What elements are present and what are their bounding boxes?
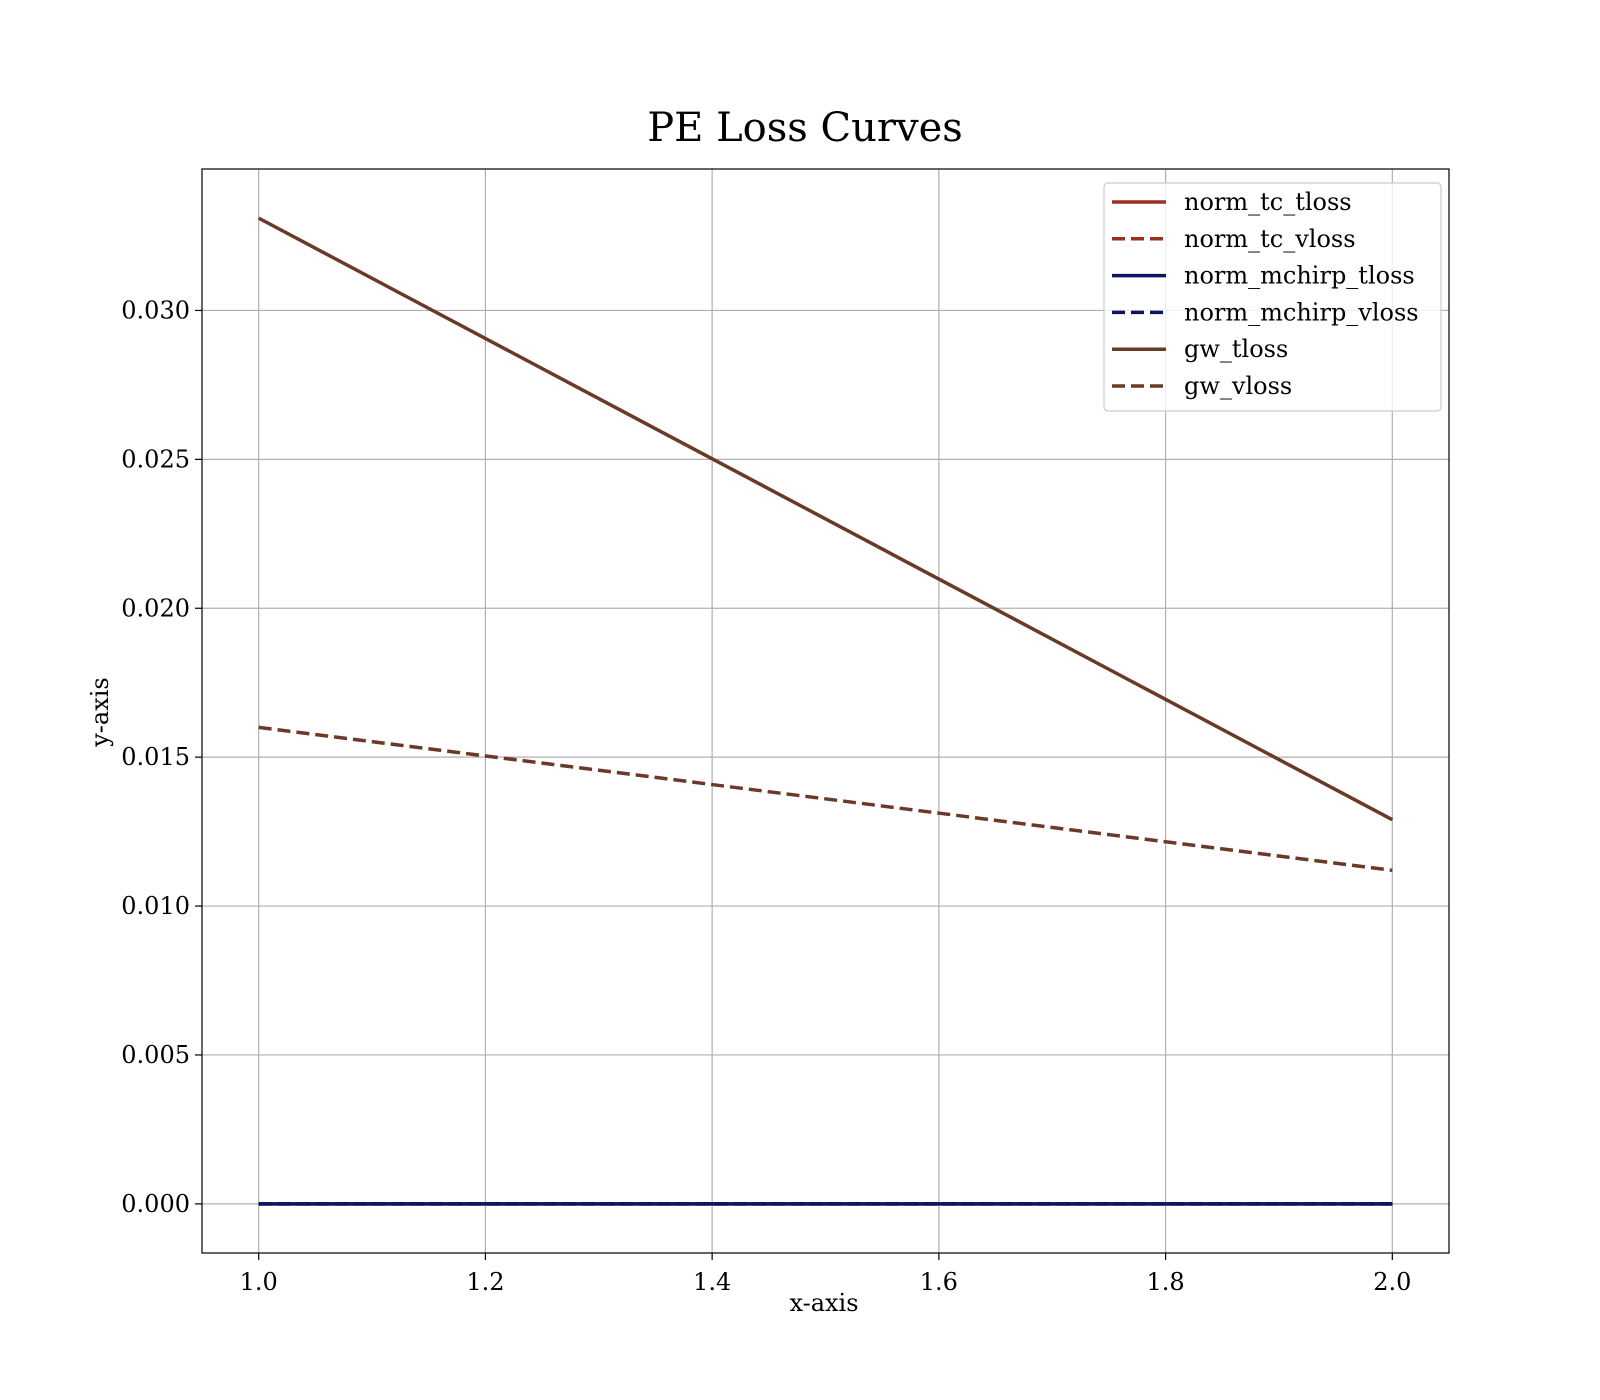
y-tick-label: 0.020 <box>121 594 190 622</box>
plot-frame <box>201 168 1450 1254</box>
y-axis-label: y-axis <box>86 677 114 748</box>
legend-box <box>1103 182 1442 412</box>
legend-label: norm_tc_vloss <box>1184 225 1356 253</box>
legend-label: norm_mchirp_tloss <box>1184 262 1415 290</box>
series-layer <box>257 216 1394 1206</box>
x-tick-label: 1.6 <box>920 1268 958 1296</box>
x-ticks: 1.0 1.2 1.4 1.6 1.8 2.0 <box>240 1253 1411 1296</box>
legend-label: gw_tloss <box>1184 335 1288 363</box>
y-tick-label: 0.025 <box>121 445 190 473</box>
series-line-gw-tloss <box>257 216 1394 822</box>
y-tick-label: 0.015 <box>121 743 190 771</box>
x-axis-label: x-axis <box>789 1289 858 1317</box>
y-tick-label: 0.000 <box>121 1190 190 1218</box>
series-line-gw-vloss <box>258 725 1393 873</box>
x-tick-label: 1.8 <box>1147 1268 1185 1296</box>
y-ticks: 0.000 0.005 0.010 0.015 0.020 0.025 0.030 <box>121 296 202 1218</box>
x-tick-label: 1.0 <box>240 1268 278 1296</box>
x-tick-label: 1.2 <box>466 1268 504 1296</box>
x-tick-label: 2.0 <box>1373 1268 1411 1296</box>
y-tick-label: 0.030 <box>121 296 190 324</box>
legend-label: norm_tc_tloss <box>1184 188 1352 216</box>
y-tick-label: 0.010 <box>121 892 190 920</box>
legend-label: gw_vloss <box>1184 372 1292 400</box>
legend-label: norm_mchirp_vloss <box>1184 298 1419 326</box>
y-tick-label: 0.005 <box>121 1041 190 1069</box>
chart-title: PE Loss Curves <box>647 105 963 151</box>
x-tick-label: 1.4 <box>693 1268 731 1296</box>
legend: norm_tc_tloss norm_tc_vloss norm_mchirp_tl… <box>1103 182 1442 412</box>
